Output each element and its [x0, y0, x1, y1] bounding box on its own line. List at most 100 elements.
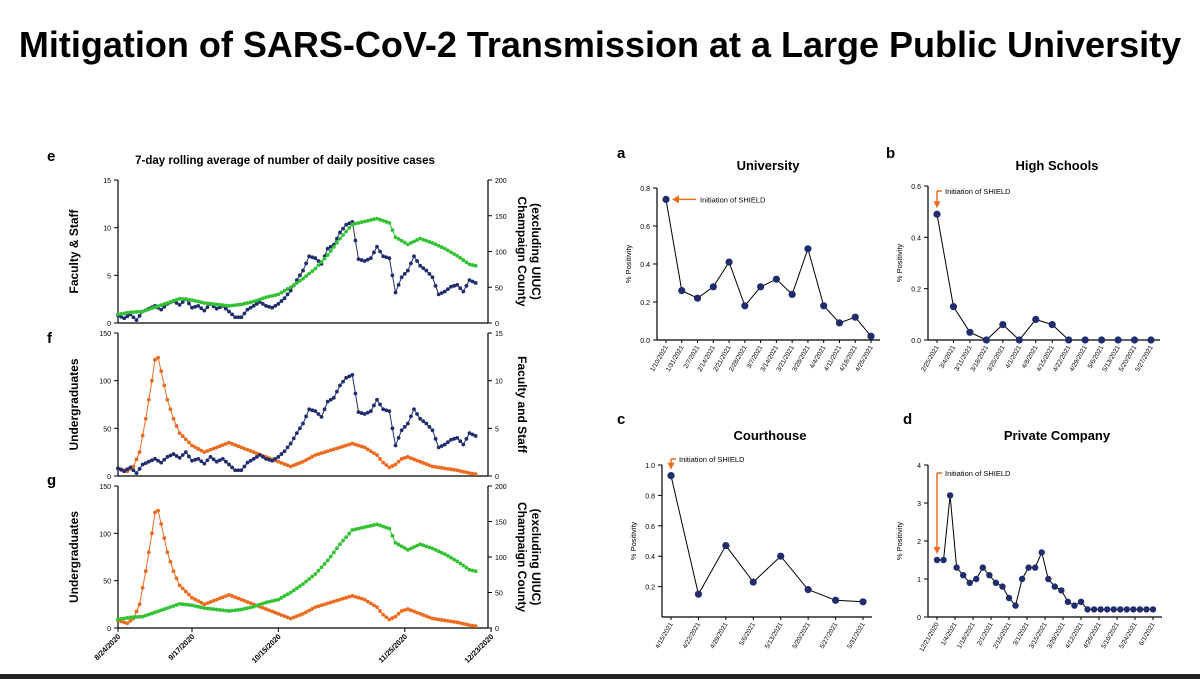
data-point	[159, 369, 164, 374]
data-point	[291, 463, 296, 468]
data-point	[390, 616, 395, 620]
data-point	[316, 412, 321, 416]
data-point	[273, 303, 278, 308]
data-point	[128, 310, 133, 315]
data-point	[405, 421, 410, 426]
data-point	[933, 556, 941, 564]
y2-tick-label: 200	[495, 178, 507, 185]
data-point	[276, 292, 281, 297]
data-point	[143, 416, 148, 421]
data-point	[368, 218, 373, 222]
data-point	[378, 217, 382, 222]
data-point	[304, 610, 308, 615]
data-point	[282, 614, 287, 619]
x-tick-label: 5/24/2021	[1118, 621, 1139, 650]
data-point	[301, 276, 305, 281]
data-point	[205, 301, 210, 306]
data-point	[202, 602, 207, 607]
y2-tick-label: 50	[495, 591, 503, 598]
data-point	[470, 279, 475, 284]
data-point	[285, 592, 290, 597]
data-point	[156, 304, 160, 309]
data-point	[140, 433, 145, 438]
data-point	[211, 302, 216, 306]
y2-axis-label: (excluding UIUC)	[529, 203, 543, 300]
panel-letter-a: a	[617, 145, 626, 162]
data-point	[159, 521, 164, 526]
data-point	[452, 557, 456, 562]
data-point	[162, 304, 167, 309]
data-point	[273, 610, 278, 615]
x-tick-label: 2/15/2021	[992, 621, 1013, 650]
data-point	[187, 454, 191, 459]
data-point	[180, 586, 185, 591]
data-point	[199, 448, 204, 453]
data-point	[301, 611, 305, 616]
y2-axis-label: Champaign County	[515, 197, 529, 307]
data-point	[137, 614, 142, 619]
y-axis-label: % Positivity	[624, 245, 633, 284]
data-point	[257, 300, 262, 304]
data-point	[134, 310, 139, 314]
data-point	[362, 445, 367, 450]
data-point	[381, 218, 386, 223]
data-point	[273, 456, 278, 461]
data-point	[959, 572, 967, 579]
data-point	[1025, 564, 1032, 571]
data-point	[384, 525, 389, 530]
panel-b: b High Schools 0.0 0.2 0.4 0.6 % Positivity 2/2…	[886, 145, 1160, 373]
data-point	[159, 303, 164, 308]
data-point	[356, 410, 361, 415]
data-point	[171, 569, 176, 574]
data-point	[140, 462, 145, 467]
data-point	[375, 453, 379, 457]
data-point	[254, 455, 259, 459]
data-point	[393, 462, 398, 467]
data-point	[473, 472, 478, 476]
data-point	[409, 456, 413, 461]
data-point	[415, 610, 419, 615]
data-point	[214, 607, 219, 612]
data-point	[427, 239, 432, 244]
data-point	[362, 525, 367, 530]
data-point	[162, 302, 167, 306]
data-point	[335, 598, 339, 603]
data-point	[294, 614, 299, 619]
data-point	[279, 290, 284, 295]
data-point	[331, 447, 336, 452]
data-point	[143, 308, 148, 313]
data-point	[335, 546, 339, 551]
series-line-orange	[117, 509, 476, 627]
data-point	[180, 453, 185, 457]
data-point	[421, 613, 426, 617]
data-point	[1117, 606, 1124, 613]
data-point	[245, 460, 250, 465]
data-point	[217, 607, 222, 612]
data-point	[421, 460, 426, 465]
data-point	[193, 304, 197, 309]
data-point	[205, 458, 210, 463]
data-point	[199, 306, 204, 311]
data-point	[171, 416, 176, 421]
data-point	[153, 610, 157, 615]
data-point	[288, 288, 293, 293]
data-point	[156, 458, 160, 463]
data-point	[433, 548, 438, 552]
data-point	[452, 252, 456, 256]
data-point	[298, 584, 302, 589]
data-point	[177, 302, 182, 307]
data-point	[757, 283, 765, 291]
data-point	[999, 583, 1006, 590]
data-point	[325, 399, 330, 404]
data-point	[430, 428, 435, 433]
data-point	[393, 540, 398, 545]
data-point	[412, 254, 416, 259]
data-point	[304, 458, 308, 462]
data-point	[402, 608, 407, 612]
data-point	[153, 510, 157, 515]
data-point	[131, 315, 136, 320]
annotation-arrow-head	[933, 201, 941, 209]
data-point	[134, 615, 139, 619]
data-point	[427, 463, 432, 468]
data-point	[464, 565, 469, 570]
